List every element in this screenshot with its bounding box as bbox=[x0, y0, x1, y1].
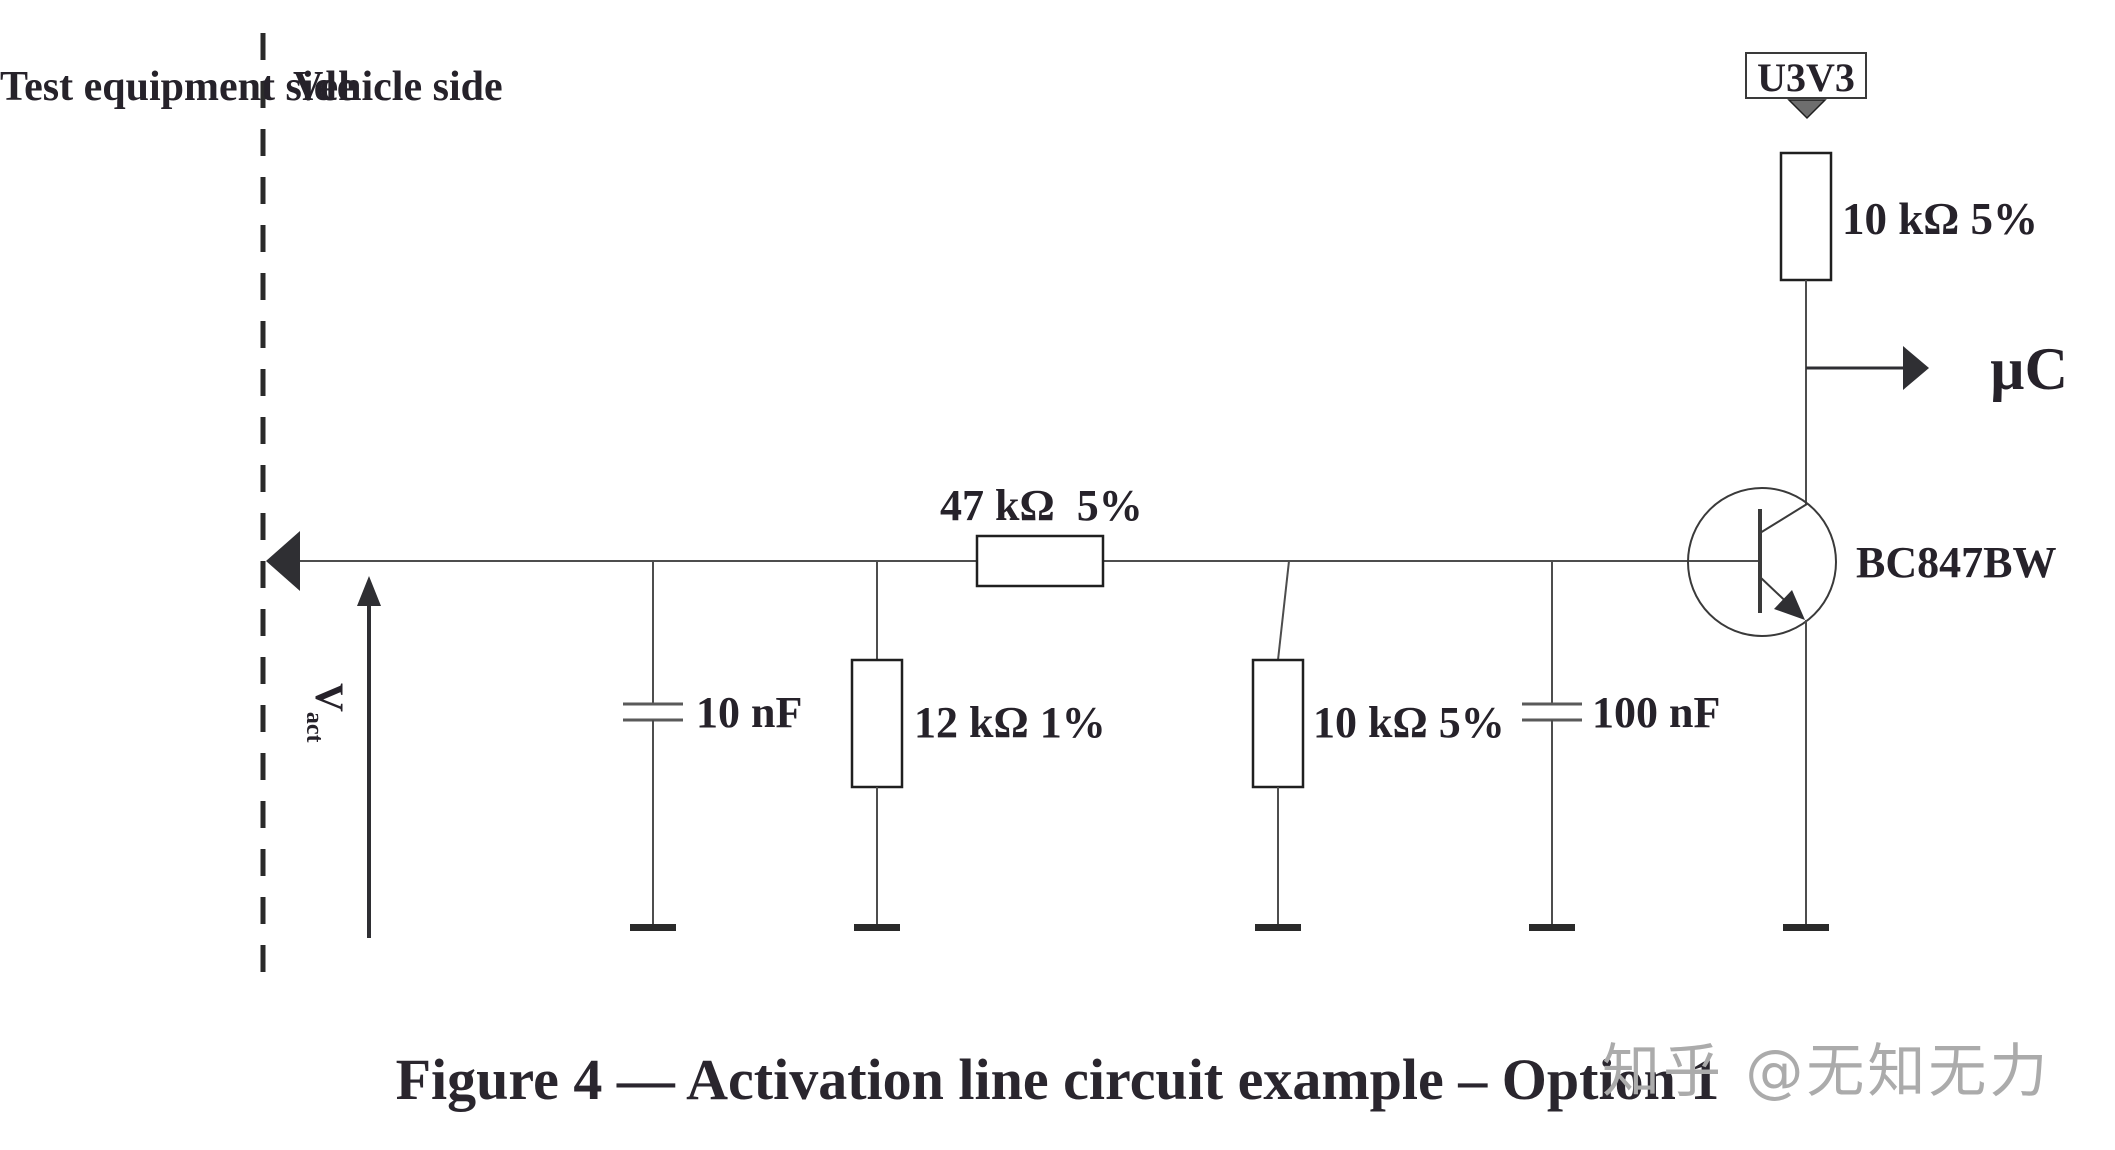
resistor-lead bbox=[1277, 560, 1290, 661]
series-resistor-body bbox=[975, 534, 1105, 588]
pullup-resistor-body bbox=[1779, 151, 1833, 282]
transistor-symbol bbox=[1687, 487, 1837, 931]
ground-symbol bbox=[630, 924, 676, 931]
resistor-body bbox=[850, 658, 904, 789]
supply-net-box bbox=[1745, 52, 1867, 99]
ground-symbol bbox=[854, 924, 900, 931]
microcontroller-label: µC bbox=[1990, 336, 2068, 402]
transistor-emitter-arrowhead bbox=[1774, 590, 1805, 620]
left-arrowhead-icon bbox=[266, 531, 300, 591]
region-label-vehicle: Vehicle side bbox=[293, 64, 503, 110]
ground-symbol bbox=[1529, 924, 1575, 931]
divider-resistor-label: 12 kΩ 1% bbox=[914, 698, 1106, 747]
filter-capacitor-label: 100 nF bbox=[1592, 688, 1721, 737]
base-resistor-symbol bbox=[1251, 560, 1305, 931]
transistor-label: BC847BW bbox=[1856, 538, 2057, 587]
transistor-collector-stroke bbox=[1759, 503, 1808, 534]
vact-subscript: act bbox=[301, 711, 327, 743]
supply-net-label: U3V3 bbox=[1757, 55, 1855, 100]
divider-resistor-symbol bbox=[850, 561, 904, 931]
ground-symbol bbox=[1255, 924, 1301, 931]
activation-voltage-label: Vact bbox=[301, 683, 353, 763]
watermark: 知乎 @无知无力 bbox=[1602, 1037, 2051, 1105]
input-capacitor-label: 10 nF bbox=[696, 688, 803, 737]
pullup-resistor-label: 10 kΩ 5% bbox=[1842, 194, 2039, 244]
series-resistor-label: 47 kΩ 5% bbox=[940, 481, 1143, 530]
filter-capacitor-symbol bbox=[1522, 561, 1582, 931]
base-resistor-label: 10 kΩ 5% bbox=[1313, 698, 1505, 747]
uc-arrowhead-icon bbox=[1903, 346, 1929, 390]
resistor-body bbox=[1251, 658, 1305, 789]
ground-symbol bbox=[1783, 924, 1829, 931]
vact-arrowhead-icon bbox=[357, 576, 381, 606]
transistor-circle bbox=[1687, 487, 1837, 637]
region-label-test-equipment: Test equipment side bbox=[0, 64, 356, 110]
figure-caption: Figure 4 — Activation line circuit examp… bbox=[395, 1047, 1720, 1112]
supply-triangle-icon bbox=[1787, 99, 1827, 120]
vact-symbol: V bbox=[307, 683, 352, 712]
input-capacitor-symbol bbox=[623, 561, 683, 931]
